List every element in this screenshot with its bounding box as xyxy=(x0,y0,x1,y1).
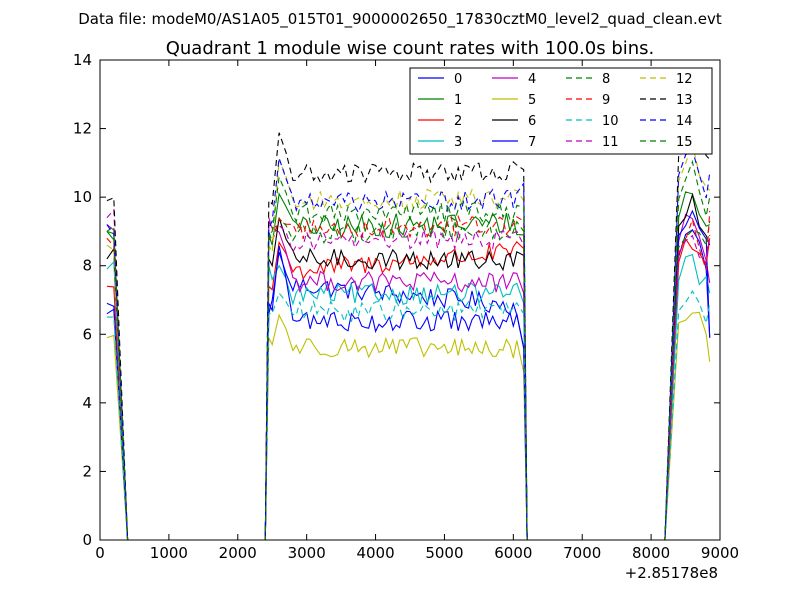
series-line-6 xyxy=(106,192,711,540)
x-tick-label: 1000 xyxy=(150,544,188,562)
x-tick-label: 0 xyxy=(95,544,105,562)
legend-frame xyxy=(409,67,713,155)
chart-title: Quadrant 1 module wise count rates with … xyxy=(166,38,655,59)
legend-label-14: 14 xyxy=(676,114,693,129)
x-tick-label: 2000 xyxy=(219,544,257,562)
y-tick-label: 10 xyxy=(73,188,92,206)
series-line-14 xyxy=(106,148,711,540)
y-tick-label: 14 xyxy=(73,51,92,69)
series-line-10 xyxy=(106,290,711,540)
plot-frame xyxy=(99,59,721,541)
axis-layer: 0 1000 2000 3000 4000 5000 6000 7000 8000 9000 0 2 4… xyxy=(73,51,739,562)
y-tick-label: 4 xyxy=(82,394,92,412)
y-tick-label: 12 xyxy=(73,120,92,138)
legend-label-9: 9 xyxy=(602,93,610,108)
series-line-7 xyxy=(106,209,711,540)
x-tick-label: 8000 xyxy=(632,544,670,562)
x-tick-label: 7000 xyxy=(563,544,601,562)
legend-label-15: 15 xyxy=(676,135,693,150)
legend-label-13: 13 xyxy=(676,93,693,108)
legend-label-1: 1 xyxy=(454,93,462,108)
series-line-11 xyxy=(106,208,711,540)
series-layer xyxy=(106,119,711,540)
y-tick-label: 6 xyxy=(82,325,92,343)
legend-label-10: 10 xyxy=(602,114,619,129)
legend-label-12: 12 xyxy=(676,72,693,87)
legend-label-3: 3 xyxy=(454,135,462,150)
legend-label-8: 8 xyxy=(602,72,610,87)
x-tick-label: 9000 xyxy=(701,544,739,562)
series-line-15 xyxy=(106,159,711,540)
y-tick-label: 8 xyxy=(82,257,92,275)
legend-label-5: 5 xyxy=(528,93,536,108)
series-line-5 xyxy=(106,311,711,540)
series-line-1 xyxy=(106,191,710,540)
legend-label-6: 6 xyxy=(528,114,536,129)
legend-label-11: 11 xyxy=(602,135,619,150)
series-line-12 xyxy=(106,141,711,540)
x-tick-label: 5000 xyxy=(425,544,463,562)
y-tick-label: 2 xyxy=(82,462,92,480)
y-tick-label: 0 xyxy=(82,531,92,549)
x-tick-label: 3000 xyxy=(288,544,326,562)
x-tick-label: 6000 xyxy=(494,544,532,562)
legend-label-2: 2 xyxy=(454,114,462,129)
legend-label-4: 4 xyxy=(528,72,536,87)
chart-suptitle: Data file: modeM0/AS1A05_015T01_90000026… xyxy=(78,10,722,29)
series-line-2 xyxy=(106,237,711,540)
x-tick-label: 4000 xyxy=(356,544,394,562)
series-line-4 xyxy=(106,213,711,540)
legend-label-0: 0 xyxy=(454,72,462,87)
legend-label-7: 7 xyxy=(528,135,536,150)
series-line-3 xyxy=(106,253,711,540)
series-line-0 xyxy=(106,229,711,540)
series-line-13 xyxy=(106,119,711,540)
x-offset-label: +2.85178e8 xyxy=(625,564,718,582)
series-line-8 xyxy=(106,217,711,540)
series-line-9 xyxy=(106,210,711,540)
